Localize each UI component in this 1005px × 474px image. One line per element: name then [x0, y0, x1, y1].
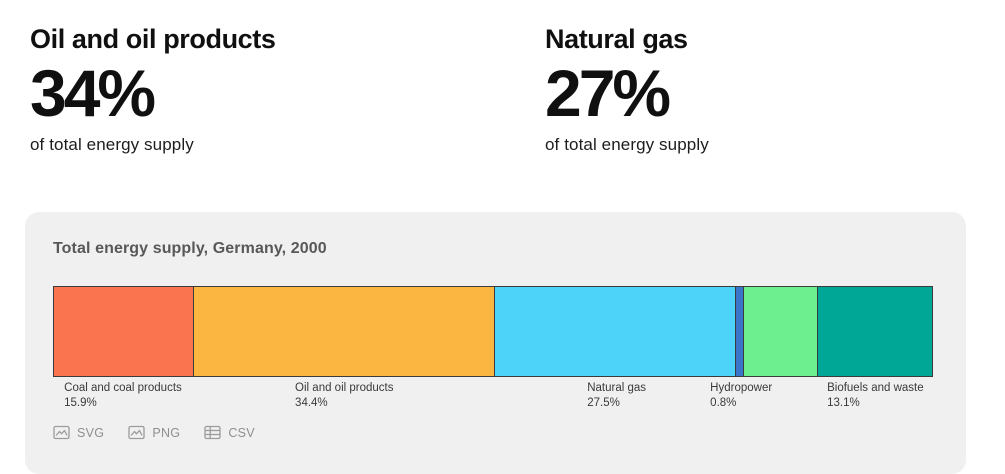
- export-label: CSV: [228, 425, 255, 440]
- stacked-bar: [53, 286, 933, 377]
- segment-oil[interactable]: [193, 287, 496, 376]
- export-label: PNG: [152, 425, 181, 440]
- export-png-button[interactable]: PNG: [128, 425, 180, 440]
- export-row: SVG PNG: [53, 425, 966, 440]
- stat-value: 27%: [545, 56, 671, 131]
- chart-title: Total energy supply, Germany, 2000: [53, 240, 327, 257]
- segment-label: Natural gas 27.5%: [496, 381, 738, 411]
- segment-label: Oil and oil products 34.4%: [193, 381, 496, 411]
- segment-name: Natural gas: [587, 382, 647, 394]
- segment-name: Coal and coal products: [64, 382, 182, 394]
- stat-block-oil: Oil and oil products 34% of total energy…: [30, 24, 276, 155]
- image-icon: [128, 425, 145, 440]
- segment-coal[interactable]: [54, 287, 194, 376]
- segment-pct: 13.1%: [827, 397, 860, 410]
- chart-card: Total energy supply, Germany, 2000 Coal …: [25, 212, 966, 474]
- segment-label: Biofuels and waste 13.1%: [818, 381, 933, 411]
- segment-label: Hydropower 0.8%: [710, 381, 772, 411]
- export-label: SVG: [77, 425, 105, 440]
- segment-pct: 0.8%: [710, 397, 737, 410]
- segment-hydropower[interactable]: [736, 287, 745, 376]
- segment-pct: 27.5%: [587, 397, 620, 410]
- segment-biofuels[interactable]: [817, 287, 932, 376]
- segment-name: Oil and oil products: [295, 382, 394, 394]
- stat-caption: of total energy supply: [30, 135, 194, 155]
- stat-title: Oil and oil products: [30, 24, 276, 54]
- segment-unlabeled-green[interactable]: [744, 287, 818, 376]
- segment-pct: 15.9%: [64, 397, 97, 410]
- segment-name: Hydropower: [710, 382, 773, 394]
- segment-label: [745, 381, 818, 411]
- image-icon: [53, 425, 70, 440]
- table-icon: [204, 425, 221, 440]
- segment-name: Biofuels and waste: [827, 382, 924, 394]
- segment-natural-gas[interactable]: [495, 287, 737, 376]
- segment-label: Coal and coal products 15.9%: [53, 381, 193, 411]
- stat-caption: of total energy supply: [545, 135, 709, 155]
- segment-pct: 34.4%: [295, 397, 328, 410]
- stat-block-natural-gas: Natural gas 27% of total energy supply: [545, 24, 709, 155]
- export-csv-button[interactable]: CSV: [204, 425, 255, 440]
- export-svg-button[interactable]: SVG: [53, 425, 104, 440]
- stat-value: 34%: [30, 56, 156, 131]
- stat-title: Natural gas: [545, 24, 688, 54]
- segment-labels-row: Coal and coal products 15.9% Oil and oil…: [53, 381, 933, 411]
